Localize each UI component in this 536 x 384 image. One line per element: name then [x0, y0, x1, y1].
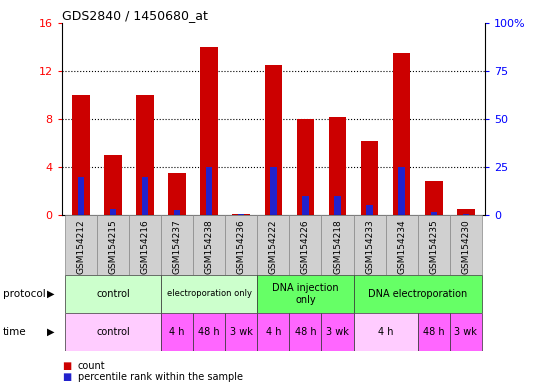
- Text: GDS2840 / 1450680_at: GDS2840 / 1450680_at: [62, 9, 207, 22]
- Bar: [457, 209, 475, 215]
- Text: GSM154237: GSM154237: [173, 219, 182, 274]
- Bar: [367, 205, 373, 215]
- Bar: [104, 155, 122, 215]
- Bar: [110, 209, 116, 215]
- Bar: [393, 53, 411, 215]
- Bar: [78, 177, 84, 215]
- Bar: [161, 275, 257, 313]
- Bar: [238, 214, 244, 215]
- Bar: [354, 215, 385, 275]
- Bar: [72, 95, 90, 215]
- Text: GSM154238: GSM154238: [205, 219, 214, 274]
- Text: GSM154222: GSM154222: [269, 219, 278, 274]
- Bar: [361, 141, 378, 215]
- Bar: [161, 215, 193, 275]
- Bar: [225, 215, 257, 275]
- Text: GSM154216: GSM154216: [140, 219, 150, 274]
- Bar: [322, 313, 354, 351]
- Text: 4 h: 4 h: [378, 327, 393, 337]
- Text: DNA electroporation: DNA electroporation: [368, 289, 467, 299]
- Text: percentile rank within the sample: percentile rank within the sample: [78, 372, 243, 382]
- Bar: [161, 313, 193, 351]
- Bar: [289, 215, 322, 275]
- Text: GSM154235: GSM154235: [429, 219, 438, 274]
- Text: GSM154212: GSM154212: [77, 219, 85, 274]
- Text: 3 wk: 3 wk: [326, 327, 349, 337]
- Text: electroporation only: electroporation only: [167, 289, 252, 298]
- Bar: [257, 275, 354, 313]
- Bar: [193, 215, 225, 275]
- Bar: [302, 196, 309, 215]
- Bar: [329, 117, 346, 215]
- Text: 48 h: 48 h: [423, 327, 444, 337]
- Text: control: control: [96, 327, 130, 337]
- Bar: [418, 313, 450, 351]
- Text: ■: ■: [62, 361, 71, 371]
- Bar: [418, 215, 450, 275]
- Bar: [322, 215, 354, 275]
- Bar: [450, 215, 482, 275]
- Text: 3 wk: 3 wk: [455, 327, 477, 337]
- Bar: [257, 215, 289, 275]
- Bar: [257, 313, 289, 351]
- Text: GSM154226: GSM154226: [301, 219, 310, 274]
- Bar: [425, 182, 443, 215]
- Text: 48 h: 48 h: [295, 327, 316, 337]
- Text: count: count: [78, 361, 106, 371]
- Bar: [430, 212, 437, 215]
- Bar: [206, 167, 212, 215]
- Bar: [398, 167, 405, 215]
- Bar: [200, 47, 218, 215]
- Text: 4 h: 4 h: [169, 327, 185, 337]
- Text: protocol: protocol: [3, 289, 46, 299]
- Bar: [270, 167, 277, 215]
- Bar: [354, 313, 418, 351]
- Bar: [233, 214, 250, 215]
- Bar: [65, 275, 161, 313]
- Bar: [193, 313, 225, 351]
- Text: GSM154236: GSM154236: [237, 219, 246, 274]
- Text: ▶: ▶: [47, 289, 55, 299]
- Text: 3 wk: 3 wk: [230, 327, 252, 337]
- Bar: [289, 313, 322, 351]
- Text: GSM154233: GSM154233: [365, 219, 374, 274]
- Bar: [174, 210, 180, 215]
- Text: GSM154215: GSM154215: [108, 219, 117, 274]
- Bar: [168, 173, 186, 215]
- Text: control: control: [96, 289, 130, 299]
- Text: ▶: ▶: [47, 327, 55, 337]
- Bar: [296, 119, 314, 215]
- Text: GSM154234: GSM154234: [397, 219, 406, 274]
- Bar: [265, 65, 282, 215]
- Text: GSM154230: GSM154230: [461, 219, 470, 274]
- Bar: [463, 214, 469, 215]
- Text: time: time: [3, 327, 26, 337]
- Bar: [334, 196, 341, 215]
- Bar: [97, 215, 129, 275]
- Bar: [225, 313, 257, 351]
- Text: 4 h: 4 h: [266, 327, 281, 337]
- Text: GSM154218: GSM154218: [333, 219, 342, 274]
- Text: ■: ■: [62, 372, 71, 382]
- Bar: [129, 215, 161, 275]
- Bar: [142, 177, 148, 215]
- Text: 48 h: 48 h: [198, 327, 220, 337]
- Bar: [136, 95, 154, 215]
- Bar: [65, 215, 97, 275]
- Bar: [65, 313, 161, 351]
- Bar: [354, 275, 482, 313]
- Bar: [385, 215, 418, 275]
- Bar: [450, 313, 482, 351]
- Text: DNA injection
only: DNA injection only: [272, 283, 339, 305]
